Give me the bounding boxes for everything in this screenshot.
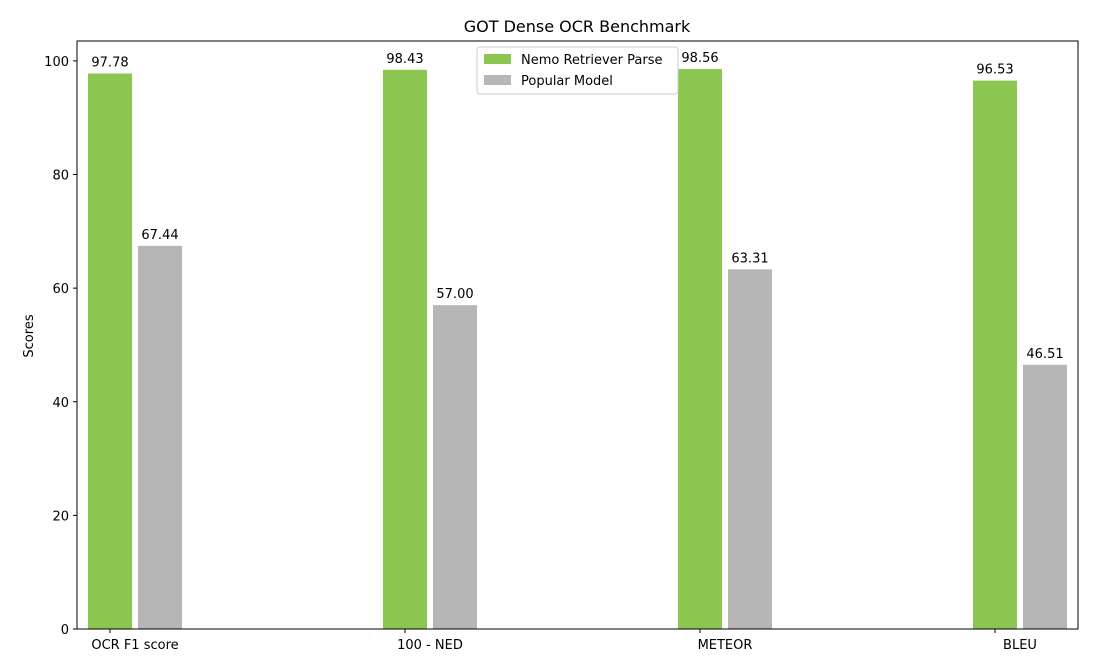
- bar-popular-2: [728, 269, 772, 629]
- y-tick-label: 80: [52, 169, 69, 184]
- x-tick-label: 100 - NED: [397, 638, 463, 653]
- value-label: 96.53: [976, 63, 1013, 78]
- bar-nemo-1: [383, 69, 427, 630]
- y-axis-label: Scores: [22, 314, 37, 357]
- bar-popular-3: [1023, 364, 1067, 629]
- value-label: 46.51: [1026, 347, 1063, 362]
- y-tick-label: 60: [52, 282, 69, 297]
- legend-swatch-nemo: [484, 54, 511, 64]
- bar-nemo-0: [88, 73, 132, 630]
- bar-popular-0: [138, 245, 182, 629]
- legend: Nemo Retriever Parse Popular Model: [476, 46, 679, 95]
- y-tick-label: 40: [52, 396, 69, 411]
- legend-box: [476, 46, 679, 95]
- bars-layer: [88, 69, 1067, 630]
- legend-label-nemo: Nemo Retriever Parse: [521, 53, 662, 68]
- bar-nemo-3: [973, 80, 1017, 630]
- bar-popular-1: [433, 305, 477, 629]
- y-tick-label: 0: [61, 623, 69, 638]
- value-label: 97.78: [91, 55, 128, 70]
- y-tick-label: 100: [44, 55, 69, 70]
- x-axis: OCR F1 score 100 - NED METEOR BLEU: [91, 629, 1037, 653]
- legend-swatch-popular: [484, 75, 511, 85]
- x-tick-label: METEOR: [698, 638, 753, 653]
- value-label: 63.31: [731, 251, 768, 266]
- chart-title: GOT Dense OCR Benchmark: [464, 17, 691, 36]
- value-labels-layer: 97.78 67.44 98.43 57.00 98.56 63.31 96.53 46.51: [91, 51, 1063, 362]
- value-label: 57.00: [436, 287, 473, 302]
- x-tick-label: BLEU: [1003, 638, 1037, 653]
- value-label: 98.56: [681, 51, 718, 66]
- y-axis: 0 20 40 60 80 100: [44, 55, 77, 638]
- x-tick-label: OCR F1 score: [91, 638, 178, 653]
- value-label: 98.43: [386, 52, 423, 67]
- legend-label-popular: Popular Model: [521, 74, 613, 89]
- y-tick-label: 20: [52, 509, 69, 524]
- value-label: 67.44: [141, 228, 178, 243]
- bar-nemo-2: [678, 69, 722, 629]
- plot-frame: [76, 40, 1079, 630]
